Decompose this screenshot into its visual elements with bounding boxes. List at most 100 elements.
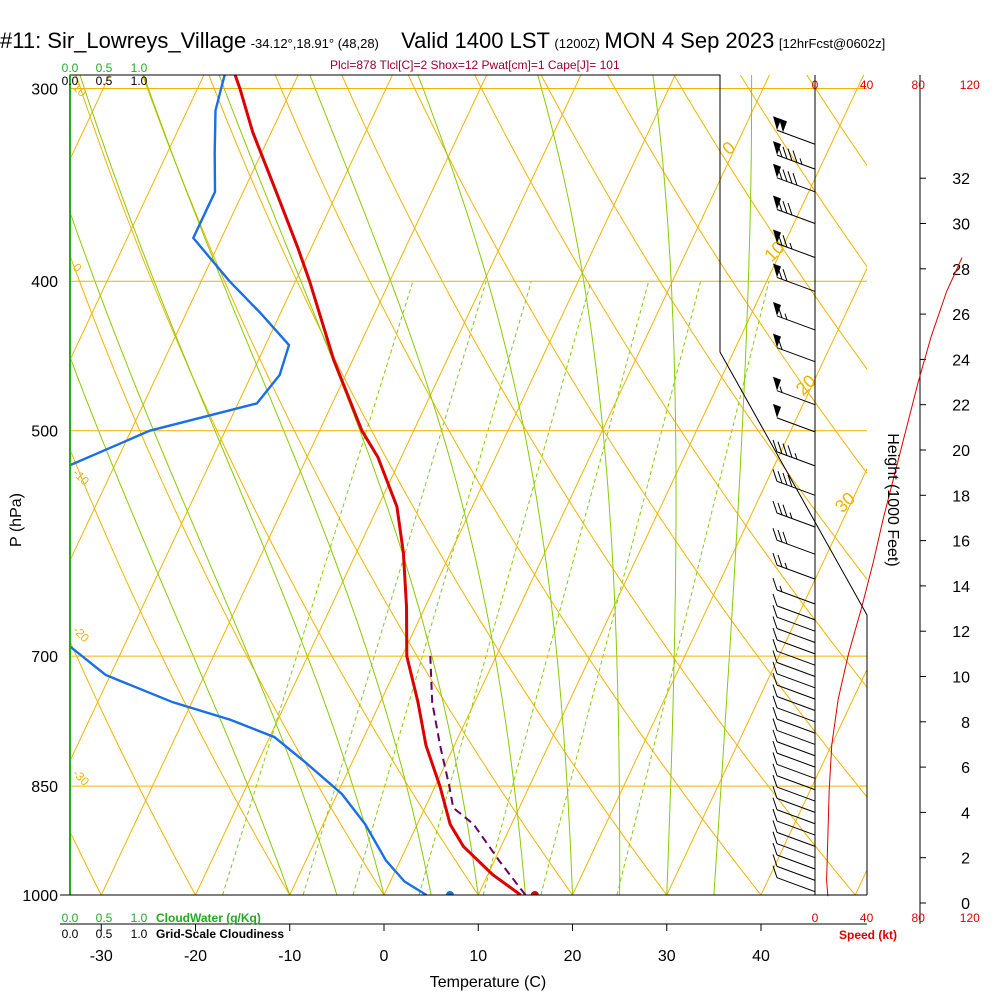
valid-time: Valid 1400 LST [401, 28, 550, 53]
cloudwater-tick-label: 0.0 [62, 61, 79, 75]
wind-barb-pennant [773, 263, 781, 278]
wind-barb [776, 729, 816, 745]
speed-tick-label-bottom: 120 [960, 911, 980, 925]
wind-barb-pennant [773, 301, 781, 316]
height-tick-label: 24 [952, 352, 970, 369]
isotherm-line [70, 75, 111, 161]
moist-adiabat-line [79, 75, 385, 895]
wind-barb-flag [782, 531, 788, 545]
wind-barb-pennant [773, 403, 781, 418]
wind-barb [776, 451, 816, 467]
x-tick-label: 30 [658, 948, 676, 965]
pressure-tick-label: 700 [31, 649, 58, 666]
wind-barb-flag [772, 500, 778, 514]
x-tick-label: -20 [184, 948, 207, 965]
wind-barb-flag [772, 752, 778, 765]
dry-adiabat-line [141, 75, 574, 895]
height-tick-label: 2 [961, 851, 970, 868]
speed-tick-label-top: 40 [860, 78, 874, 92]
wind-barb [776, 718, 816, 734]
wind-barb-flag [772, 577, 778, 591]
wind-barb-flag [772, 650, 778, 663]
cloudwater-tick-label: 1.0 [131, 911, 148, 925]
dry-adiabat-line [739, 75, 867, 268]
isotherm-line [572, 267, 867, 895]
wind-barb-flag [782, 169, 788, 182]
moist-adiabat-line [309, 75, 526, 895]
height-tick-label: 0 [961, 896, 970, 913]
axis-layer: 2503004005007008501000-30-20-10010203040… [22, 61, 868, 965]
wind-barb-flag [782, 146, 788, 159]
wind-barb [776, 390, 816, 406]
isotherm-label: 30 [831, 488, 859, 516]
speed-tick-label-bottom: 0 [812, 911, 819, 925]
mixing-ratio-label: 2 [296, 905, 312, 918]
temperature-line [233, 75, 522, 895]
wind-barb-flag [792, 173, 798, 186]
speed-tick-label-top: 120 [960, 78, 980, 92]
wind-barb-half-flag [784, 562, 788, 569]
wind-barb-half-flag [789, 512, 793, 519]
wind-barb-pennant [773, 229, 781, 244]
wind-barb [776, 877, 816, 893]
moist-adiabat-line [218, 75, 479, 895]
dry-adiabat-line [974, 0, 1000, 902]
wind-barb [776, 243, 816, 258]
dry-adiabat-line [849, 0, 1000, 902]
height-tick-label: 4 [961, 805, 970, 822]
wind-barb [776, 628, 816, 643]
wind-barb-flag [772, 528, 778, 541]
cloudiness-tick-label: 1.0 [131, 74, 148, 88]
wind-barb-pennant [773, 376, 781, 391]
wind-barb [776, 276, 816, 292]
wind-barb-flag [777, 233, 783, 246]
grid-layer: 1 2 3 5 8 12 20 0 10 20 30 10 0 -10 -20 -30 [70, 0, 1000, 921]
wind-barb [776, 809, 816, 825]
moist-adiabat-line [70, 210, 338, 895]
pressure-tick-label: 400 [31, 274, 58, 291]
wind-barb [776, 820, 816, 836]
x-tick-label: -30 [90, 948, 113, 965]
x-tick-label: -10 [278, 948, 301, 965]
mixing-ratio-line [540, 281, 702, 895]
wind-barb-flag [772, 706, 778, 720]
dry-adiabat-line [407, 75, 867, 798]
station-name: #11: Sir_Lowreys_Village [0, 28, 247, 53]
wind-barb-flag [772, 695, 778, 708]
wind-barb-flag [772, 552, 778, 566]
wind-barb [776, 650, 816, 666]
zulu-time: (1200Z) [554, 36, 600, 51]
wind-barb-flag [772, 774, 778, 788]
wind-barb-half-flag [779, 585, 783, 593]
wind-barb-flag [782, 268, 788, 282]
wind-barb-flag [782, 504, 788, 517]
x-tick-label: 0 [380, 948, 389, 965]
wind-barb-half-flag [784, 313, 788, 320]
wind-barb-flag [772, 820, 778, 833]
dry-adiabat-line [70, 254, 385, 895]
dry-adiabat-line [606, 75, 867, 475]
height-tick-label: 18 [952, 488, 970, 505]
height-tick-label: 8 [961, 715, 970, 732]
wind-barb-flag [782, 201, 788, 214]
height-tick-label: 12 [952, 624, 970, 641]
wind-barb [776, 129, 816, 145]
mixing-ratio-line [302, 281, 487, 895]
wind-barb [776, 154, 816, 170]
height-axis-title: Height (1000 Feet) [884, 433, 901, 566]
wind-barb-flag [777, 529, 783, 543]
wind-barb-pennant [773, 116, 781, 131]
wind-barb-flag [777, 267, 783, 280]
isotherm-line [70, 75, 299, 562]
wind-barb-flag [777, 144, 783, 158]
wind-barb-flag [777, 199, 783, 212]
dry-adiabat-line [70, 448, 291, 895]
mixing-ratio-label: 20 [608, 902, 627, 921]
wind-barb-flag [772, 616, 778, 629]
isotherm-line [477, 75, 865, 895]
pressure-tick-label: 850 [31, 779, 58, 796]
wind-barb-pennant [779, 118, 787, 133]
speed-tick-label-bottom: 40 [860, 911, 874, 925]
isotherm-label: 10 [760, 237, 788, 265]
chart-title: #11: Sir_Lowreys_Village -34.12°,18.91° … [0, 28, 885, 54]
